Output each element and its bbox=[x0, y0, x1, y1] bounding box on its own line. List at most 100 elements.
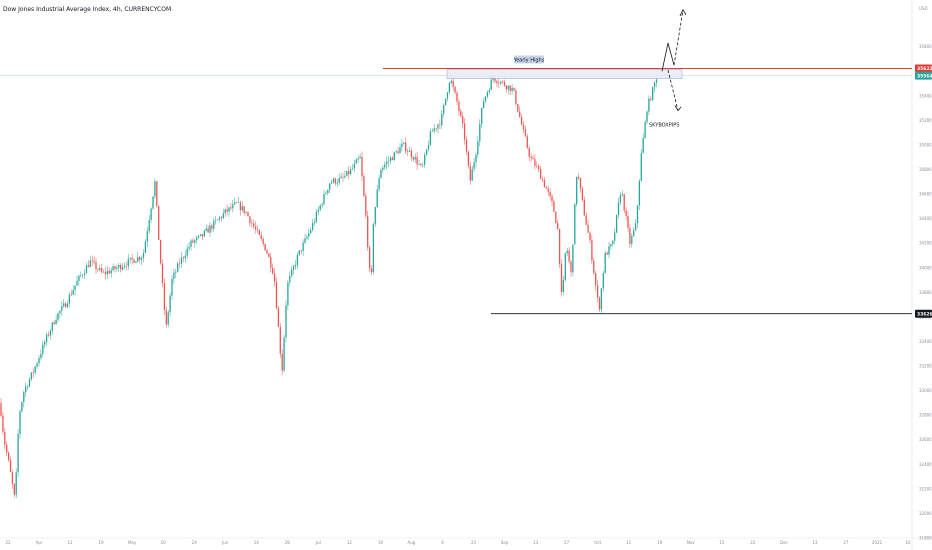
candle bbox=[306, 234, 308, 241]
candle-body bbox=[653, 82, 656, 88]
price-tick-label: 35800 bbox=[919, 44, 932, 49]
candle-body bbox=[484, 96, 487, 102]
candle bbox=[355, 157, 357, 164]
candle bbox=[435, 128, 437, 133]
candle-body bbox=[281, 353, 283, 371]
candle bbox=[184, 250, 186, 263]
candle bbox=[591, 235, 593, 265]
candle-body bbox=[631, 236, 633, 244]
current-price-tag-box bbox=[915, 71, 932, 80]
candle bbox=[26, 384, 29, 390]
candle bbox=[95, 258, 97, 275]
candle-body bbox=[606, 252, 608, 255]
candle-body bbox=[414, 157, 416, 160]
candle-body bbox=[171, 278, 173, 296]
candle bbox=[234, 197, 236, 206]
candle bbox=[538, 163, 540, 173]
candle-body bbox=[652, 87, 654, 100]
candle bbox=[365, 192, 367, 219]
candle-body bbox=[194, 240, 196, 243]
candle-body bbox=[83, 273, 86, 275]
candle bbox=[59, 310, 61, 319]
candle bbox=[353, 159, 356, 172]
chart-title: Dow Jones Industrial Average Index, 4h, … bbox=[3, 6, 172, 13]
candle bbox=[66, 300, 69, 309]
candle-body bbox=[448, 83, 451, 93]
candle-body bbox=[311, 223, 314, 231]
candle bbox=[513, 87, 515, 92]
candle-body bbox=[34, 366, 36, 373]
candle bbox=[319, 204, 321, 211]
time-tick-label: 22 bbox=[5, 540, 11, 545]
candle bbox=[443, 103, 445, 118]
candle bbox=[465, 136, 468, 156]
candle-body bbox=[80, 275, 82, 276]
candle bbox=[553, 199, 555, 212]
yearly-highs-label: Yearly Highs bbox=[513, 57, 545, 63]
candle bbox=[486, 90, 489, 99]
time-tick-label: 27 bbox=[843, 540, 849, 545]
candle bbox=[118, 262, 120, 272]
candle bbox=[40, 348, 42, 361]
candle-body bbox=[97, 269, 99, 270]
candle bbox=[253, 219, 255, 229]
candle-body bbox=[123, 265, 126, 268]
time-tick-label: 9 bbox=[441, 540, 444, 545]
candle-body bbox=[576, 176, 578, 205]
candle bbox=[146, 226, 148, 247]
candle bbox=[370, 265, 373, 276]
candle bbox=[61, 301, 63, 316]
price-tick-label: 33800 bbox=[919, 290, 932, 295]
horizontal-levels bbox=[0, 68, 912, 315]
candle bbox=[484, 96, 487, 104]
candle-body bbox=[247, 212, 249, 217]
candle bbox=[410, 147, 413, 162]
candle-body bbox=[486, 92, 489, 97]
candle bbox=[260, 231, 262, 242]
time-tick-label: 23 bbox=[471, 540, 477, 545]
candle bbox=[154, 178, 156, 200]
candle bbox=[576, 176, 578, 207]
candle bbox=[397, 147, 399, 155]
candle-body bbox=[439, 124, 441, 126]
candle bbox=[277, 305, 280, 328]
candle-body bbox=[507, 85, 509, 90]
candle bbox=[581, 185, 584, 202]
candle-body bbox=[625, 210, 627, 217]
candle bbox=[294, 260, 297, 270]
candle-body bbox=[182, 257, 185, 259]
candle-body bbox=[543, 179, 546, 187]
candle bbox=[570, 259, 572, 277]
candle bbox=[264, 243, 266, 251]
candle-body bbox=[574, 204, 576, 245]
candle bbox=[192, 238, 194, 244]
candle bbox=[439, 119, 441, 130]
candle bbox=[266, 248, 268, 255]
candle-body bbox=[399, 147, 401, 154]
candle bbox=[317, 206, 319, 216]
candle-body bbox=[367, 215, 369, 248]
candle bbox=[262, 236, 264, 247]
candle bbox=[479, 119, 481, 147]
candle-body bbox=[608, 246, 610, 255]
candle-body bbox=[112, 266, 114, 271]
candle bbox=[621, 190, 623, 197]
candle bbox=[152, 196, 154, 211]
candle bbox=[646, 110, 648, 125]
candle bbox=[241, 200, 243, 212]
candle-body bbox=[118, 264, 120, 268]
candle-body bbox=[63, 303, 65, 307]
candle-body bbox=[363, 176, 365, 196]
candle-body bbox=[306, 236, 308, 239]
candle bbox=[296, 252, 299, 270]
candle-body bbox=[239, 202, 242, 211]
candle-body bbox=[406, 151, 409, 152]
candle-body bbox=[161, 263, 164, 284]
candle bbox=[311, 218, 314, 232]
candle-body bbox=[336, 182, 338, 184]
candle bbox=[520, 113, 523, 126]
candle bbox=[405, 137, 407, 154]
signature-text: SKYBOXPIPS bbox=[649, 123, 679, 129]
candle-body bbox=[500, 81, 502, 84]
